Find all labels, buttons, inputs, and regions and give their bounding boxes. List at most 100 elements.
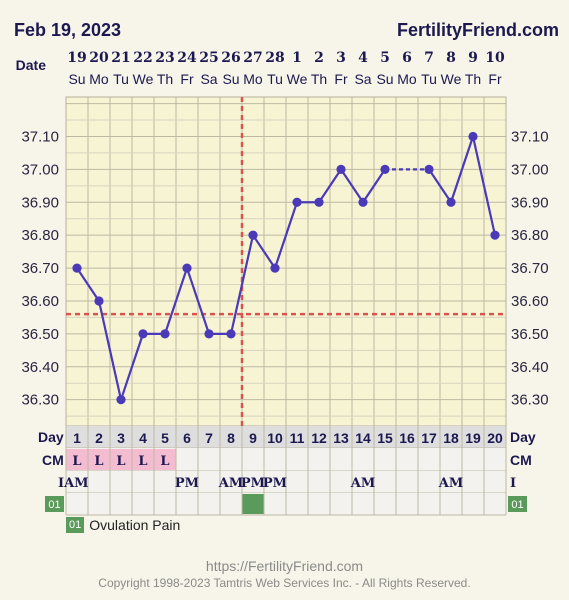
temp-point (424, 164, 434, 174)
cm-cell (154, 449, 176, 470)
date-label: 21 (111, 50, 130, 66)
date-label: 23 (155, 50, 174, 66)
day-number: 3 (117, 430, 125, 446)
temp-point (292, 197, 302, 207)
y-tick-left: 36.50 (21, 326, 59, 343)
y-tick-left: 36.30 (21, 392, 59, 409)
time-value: AM (350, 476, 375, 491)
day-number: 6 (183, 430, 191, 446)
temp-line-segment (273, 201, 299, 269)
temp-point (116, 395, 126, 405)
y-tick-left: 36.40 (21, 359, 59, 376)
date-label: 24 (177, 50, 197, 66)
temp-point (94, 296, 104, 306)
chart-date: Feb 19, 2023 (14, 20, 122, 40)
day-number: 17 (421, 430, 437, 446)
weekday-label: We (441, 71, 462, 87)
weekday-label: Mo (243, 71, 263, 87)
weekday-label: Fr (334, 71, 348, 87)
date-label: 3 (336, 50, 346, 66)
y-tick-left: 36.90 (21, 194, 59, 211)
time-value: AM (218, 476, 243, 491)
weekday-label: Su (222, 71, 239, 87)
weekday-label: Su (376, 71, 393, 87)
weekday-label: Sa (200, 71, 217, 87)
date-label: 9 (468, 50, 478, 66)
y-tick-right: 36.60 (511, 293, 549, 310)
footer-url[interactable]: https://FertilityFriend.com (205, 558, 364, 574)
day-number: 1 (73, 430, 81, 446)
temp-line-segment (163, 267, 189, 335)
cm-cell (88, 449, 110, 470)
legend: 01 Ovulation Pain (66, 517, 180, 533)
weekday-label: Mo (397, 71, 417, 87)
temp-line-segment (428, 168, 452, 203)
weekday-label: Th (157, 71, 173, 87)
day-number: 13 (333, 430, 349, 446)
date-label: 20 (89, 50, 109, 66)
day-number: 4 (139, 430, 147, 446)
day-number: 20 (487, 430, 503, 446)
time-value: PM (263, 476, 287, 491)
temp-point (358, 197, 368, 207)
y-tick-right: 37.00 (511, 161, 549, 178)
ovulation-pain-cell (242, 494, 264, 514)
day-number: 10 (267, 430, 283, 446)
day-number: 18 (443, 430, 459, 446)
temp-line-segment (97, 300, 123, 400)
temp-point (248, 230, 258, 240)
y-tick-right: 36.40 (511, 359, 549, 376)
weekday-label: Tu (267, 71, 283, 87)
date-label: 25 (199, 50, 218, 66)
time-row-label-right: I (510, 476, 516, 491)
weekday-label: Mo (89, 71, 109, 87)
y-tick-left: 36.80 (21, 227, 59, 244)
y-tick-right: 36.80 (511, 227, 549, 244)
y-tick-right: 36.70 (511, 260, 549, 277)
symptom-code-box-right (508, 496, 527, 512)
day-number: 2 (95, 430, 103, 446)
footer-copyright: Copyright 1998-2023 Tamtris Web Services… (98, 576, 471, 590)
cm-row-label-right: CM (510, 452, 532, 468)
temp-line-segment (229, 234, 255, 335)
temp-point (204, 329, 214, 339)
temp-point (380, 164, 390, 174)
day-number: 12 (311, 430, 327, 446)
y-tick-right: 36.90 (511, 194, 549, 211)
weekday-label: Th (311, 71, 327, 87)
temp-line-segment (185, 267, 211, 335)
day-number: 14 (355, 430, 371, 446)
date-label: 1 (292, 50, 302, 66)
temp-point (314, 197, 324, 207)
cm-cell (132, 449, 154, 470)
date-label: 10 (485, 50, 505, 66)
time-value: AM (438, 476, 463, 491)
temp-line-segment (119, 333, 145, 401)
day-number: 11 (290, 430, 305, 446)
time-row-label: IAM (58, 476, 89, 491)
date-label: 19 (67, 50, 86, 66)
date-label: 5 (380, 50, 390, 66)
time-value: PM (175, 476, 199, 491)
weekday-label: Sa (354, 71, 371, 87)
date-label: 22 (133, 50, 152, 66)
cm-row-label: CM (42, 452, 64, 468)
legend-label: Ovulation Pain (89, 517, 181, 533)
cm-cell (66, 449, 88, 470)
weekday-label: Fr (180, 71, 194, 87)
legend-code: 01 (66, 517, 85, 533)
weekday-label: Th (465, 71, 481, 87)
temp-line-segment (318, 168, 342, 203)
time-value: PM (241, 476, 265, 491)
weekday-label: We (133, 71, 154, 87)
date-label: 26 (221, 50, 240, 66)
temp-line-segment (362, 168, 386, 203)
temp-point (490, 230, 500, 240)
temp-line-segment (471, 136, 497, 236)
date-label: 7 (424, 50, 434, 66)
symptom-code-left: 01 (48, 499, 60, 511)
symptom-code-box (45, 496, 64, 512)
date-row-label: Date (16, 57, 47, 73)
y-tick-right: 36.50 (511, 326, 549, 343)
